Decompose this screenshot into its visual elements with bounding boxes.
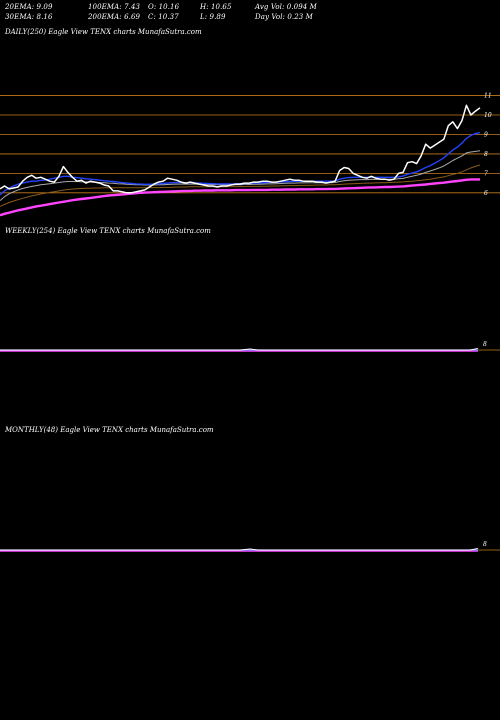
stat-dayvol: Day Vol: 0.23 M [255,13,313,21]
daily-price-line [0,104,481,194]
weekly-panel-label: WEEKLY(254) Eagle View TENX charts Munaf… [5,227,211,235]
stat-low: L: 9.89 [200,13,226,21]
stat-ema30: 30EMA: 8.16 [5,13,53,21]
monthly-price-line [0,548,479,551]
daily-y-tick-label: 9 [484,131,488,138]
stat-open: O: 10.16 [148,3,180,11]
stat-ema20: 20EMA: 9.09 [5,3,53,11]
monthly-chart: 8 [0,541,500,552]
monthly-panel-label: MONTHLY(48) Eagle View TENX charts Munaf… [5,426,214,434]
weekly-chart: 8 [0,341,500,352]
daily-panel-label: DAILY(250) Eagle View TENX charts Munafa… [5,28,202,36]
stat-ema200: 200EMA: 6.69 [88,13,141,21]
daily-chart: 6 7 8 9 10 11 [0,93,500,217]
stat-avgvol: Avg Vol: 0.094 M [255,3,317,11]
weekly-y-tick-label: 8 [483,341,487,348]
daily-ema200-line [0,178,480,217]
daily-y-tick-label: 7 [484,170,488,177]
stat-ema100: 100EMA: 7.43 [88,3,141,11]
stat-high: H: 10.65 [200,3,232,11]
monthly-y-tick-label: 8 [483,541,487,548]
daily-ema100-line [0,164,481,207]
daily-y-tick-label: 11 [484,93,492,100]
daily-y-tick-label: 6 [484,190,488,197]
daily-y-tick-label: 10 [484,112,492,119]
weekly-price-line [0,348,479,351]
daily-y-tick-label: 8 [484,151,488,158]
stat-close: C: 10.37 [148,13,179,21]
